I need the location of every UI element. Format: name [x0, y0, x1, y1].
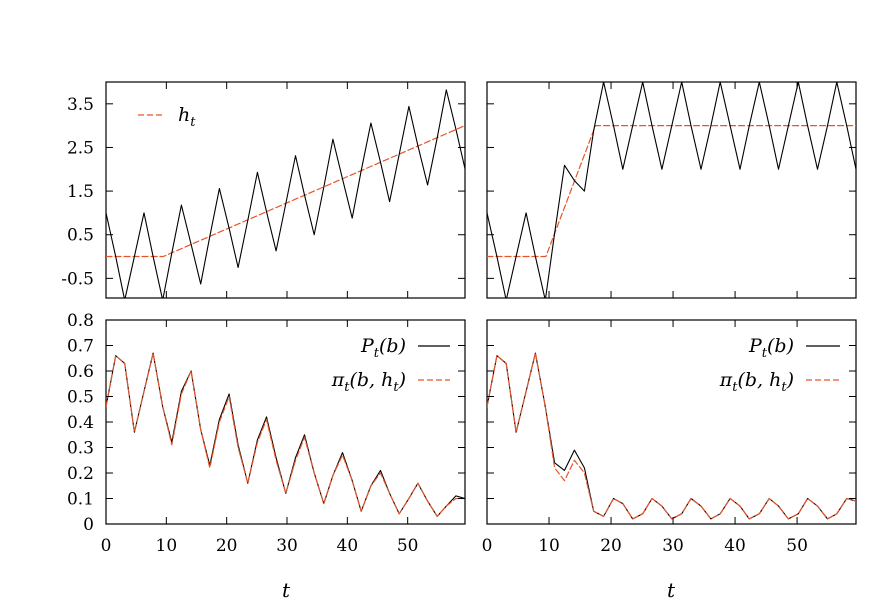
y-tick-label: 0.4 — [67, 413, 94, 433]
series-layer-bottom-left — [106, 352, 465, 518]
legend-bottom-right: Pt(b) πt(b, ht) — [719, 335, 840, 395]
y-tick-label: 0 — [83, 515, 94, 535]
y-tick-label: 0.5 — [67, 388, 94, 408]
y-tick-label: 3.5 — [67, 95, 94, 115]
panel-top-left: 3.5 2.5 1.5 0.5 -0.5 ht — [61, 81, 466, 299]
tick-layer-bottom-right: 0 10 20 30 40 50 — [482, 319, 856, 556]
legend-label-p-t-b: Pt(b) — [748, 335, 794, 361]
series-line-series-1 — [487, 82, 856, 298]
y-tick-label: 0.1 — [67, 490, 94, 510]
tick-layer-top-right — [486, 82, 856, 298]
y-tick-label: 0.2 — [67, 464, 94, 484]
x-tick-label: 40 — [337, 536, 359, 556]
x-tick-label: 0 — [101, 536, 112, 556]
x-tick-label: 40 — [724, 536, 746, 556]
legend-label-pi-t: πt(b, ht) — [331, 369, 406, 395]
x-axis-label-bottom-left: t — [282, 578, 291, 602]
y-tick-label: 1.5 — [67, 182, 94, 202]
series-line-h-t — [487, 124, 856, 258]
series-line-t-b-h-t — [106, 352, 465, 518]
series-layer-top-right — [487, 82, 856, 298]
x-axis-label-bottom-right: t — [667, 578, 676, 602]
y-tick-label: 0.3 — [67, 439, 94, 459]
x-tick-label: 50 — [397, 536, 419, 556]
x-tick-label: 20 — [216, 536, 238, 556]
panel-bottom-right: 0 10 20 30 40 50 Pt(b) πt(b, ht) t — [482, 319, 857, 602]
legend-top-left: ht — [138, 104, 196, 130]
series-line-h-t — [106, 124, 465, 258]
series-layer-top-left — [106, 89, 465, 298]
series-line-t-b-h-t — [487, 352, 856, 520]
y-tick-label: 2.5 — [67, 138, 94, 158]
x-tick-label: 10 — [156, 536, 178, 556]
y-tick-label: -0.5 — [61, 269, 94, 289]
x-tick-label: 0 — [482, 536, 493, 556]
plot-frame-top-right — [486, 81, 857, 299]
plot-frame-bottom-right — [486, 319, 857, 525]
x-tick-label: 20 — [600, 536, 622, 556]
y-tick-label: 0.6 — [67, 362, 94, 382]
x-tick-label: 30 — [662, 536, 684, 556]
panel-bottom-left: 0.8 0.7 0.6 0.5 0.4 0.3 0.2 0.1 00 10 20 30 40 50 Pt(… — [67, 311, 466, 602]
tick-layer-bottom-left: 0.8 0.7 0.6 0.5 0.4 0.3 0.2 0.1 00 10 20 30 40 50 — [67, 311, 465, 556]
x-tick-label: 10 — [538, 536, 560, 556]
panel-top-right — [486, 81, 857, 299]
y-tick-label: 0.8 — [67, 311, 94, 331]
series-line-series-1 — [106, 89, 465, 298]
legend-label-pi-t: πt(b, ht) — [719, 369, 794, 395]
plot-frame-top-left — [105, 81, 466, 299]
x-tick-label: 30 — [276, 536, 298, 556]
legend-label-h-t: ht — [178, 104, 196, 130]
legend-bottom-left: Pt(b) πt(b, ht) — [331, 335, 450, 395]
series-layer-bottom-right — [487, 352, 856, 520]
y-tick-label: 0.7 — [67, 337, 94, 357]
legend-label-p-t-b: Pt(b) — [360, 335, 406, 361]
series-line-p-t-b — [487, 352, 856, 520]
tick-layer-top-left: 3.5 2.5 1.5 0.5 -0.5 — [61, 82, 465, 298]
y-tick-label: 0.5 — [67, 226, 94, 246]
x-tick-label: 50 — [786, 536, 808, 556]
